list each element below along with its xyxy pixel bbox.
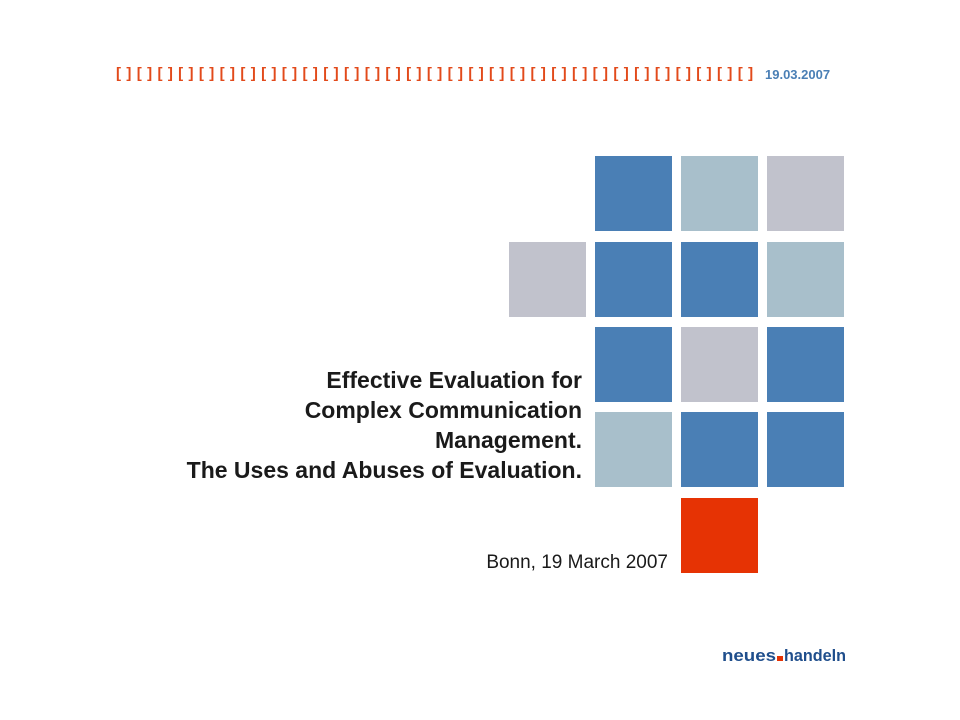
header-date: 19.03.2007	[765, 67, 831, 82]
bracket-decoration: [ ] [ ] [ ] [ ] [ ] [ ] [ ] [ ] [ ] [ ] …	[116, 65, 756, 82]
logo-dot-icon	[777, 656, 783, 661]
mosaic-tile	[595, 327, 672, 402]
slide-subtitle: Bonn, 19 March 2007	[486, 552, 668, 573]
slide-title: Effective Evaluation for Complex Communi…	[187, 365, 582, 485]
mosaic-tile	[509, 242, 586, 317]
mosaic-tile-accent	[681, 498, 758, 573]
logo-text-part2: handeln	[784, 646, 846, 665]
slide-title-line: Management.	[435, 427, 582, 453]
logo-text-part1: neues	[722, 646, 776, 665]
mosaic-tile	[681, 412, 758, 487]
mosaic-tile	[595, 156, 672, 231]
mosaic-tile	[681, 327, 758, 402]
mosaic-tile	[681, 156, 758, 231]
mosaic-tile	[767, 412, 844, 487]
mosaic-tile	[681, 242, 758, 317]
slide-title-line: The Uses and Abuses of Evaluation.	[186, 457, 582, 483]
mosaic-tile	[767, 242, 844, 317]
mosaic-tile	[595, 412, 672, 487]
mosaic-tile	[595, 242, 672, 317]
neues-handeln-logo: neues handeln	[722, 645, 846, 665]
slide-title-line: Complex Communication	[304, 397, 582, 423]
slide-title-line: Effective Evaluation for	[326, 367, 582, 393]
mosaic-tile	[767, 327, 844, 402]
mosaic-tile	[767, 156, 844, 231]
